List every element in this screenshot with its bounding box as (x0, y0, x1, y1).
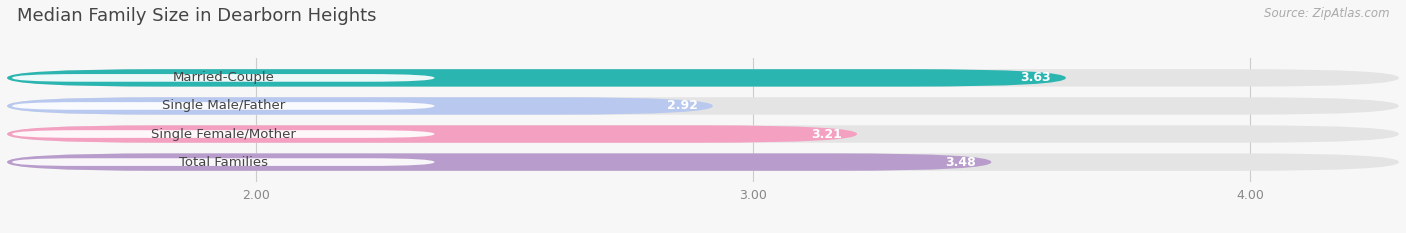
Text: 2.92: 2.92 (668, 99, 697, 113)
FancyBboxPatch shape (13, 74, 434, 82)
Text: Single Male/Father: Single Male/Father (162, 99, 285, 113)
FancyBboxPatch shape (7, 97, 713, 115)
FancyBboxPatch shape (7, 69, 1399, 87)
Text: 3.21: 3.21 (811, 127, 842, 140)
FancyBboxPatch shape (13, 158, 434, 166)
Text: Married-Couple: Married-Couple (173, 71, 274, 84)
Text: Total Families: Total Families (179, 156, 267, 169)
Text: Single Female/Mother: Single Female/Mother (150, 127, 295, 140)
Text: 3.63: 3.63 (1021, 71, 1052, 84)
FancyBboxPatch shape (7, 153, 1399, 171)
FancyBboxPatch shape (7, 153, 991, 171)
Text: 3.48: 3.48 (946, 156, 976, 169)
FancyBboxPatch shape (7, 125, 858, 143)
Text: Median Family Size in Dearborn Heights: Median Family Size in Dearborn Heights (17, 7, 377, 25)
FancyBboxPatch shape (7, 97, 1399, 115)
FancyBboxPatch shape (13, 102, 434, 110)
Text: Source: ZipAtlas.com: Source: ZipAtlas.com (1264, 7, 1389, 20)
FancyBboxPatch shape (7, 69, 1066, 87)
FancyBboxPatch shape (7, 125, 1399, 143)
FancyBboxPatch shape (13, 130, 434, 138)
